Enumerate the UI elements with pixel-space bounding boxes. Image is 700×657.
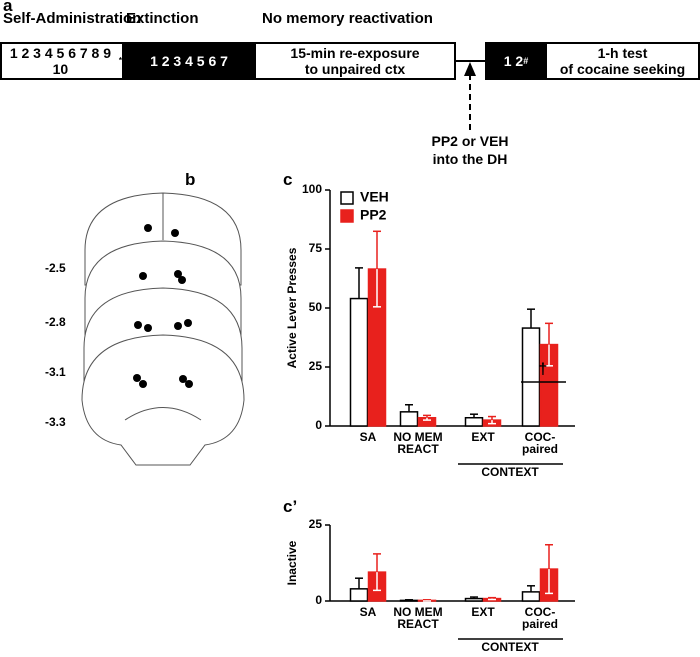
level-label: -3.1 (45, 365, 66, 379)
legend-label: VEH (360, 189, 389, 205)
box-sup: # (523, 56, 529, 66)
arrow-head (464, 62, 476, 76)
y-axis-label: Inactive (285, 540, 299, 585)
phase-header: Self-Administration (3, 10, 142, 27)
box-sup: * (118, 56, 122, 65)
error-bar (488, 596, 496, 601)
panel-label: c’ (283, 497, 298, 516)
bar (521, 591, 541, 602)
panel-label: b (185, 170, 196, 189)
phase-header: Extinction (126, 10, 199, 27)
x-tick-label: EXT (471, 430, 495, 444)
x-tick-label: SA (359, 605, 377, 619)
legend-swatch (340, 209, 354, 223)
error-bar (527, 308, 535, 329)
error-bar (373, 230, 381, 308)
x-tick-label: COC- paired (521, 605, 559, 631)
level-label: -2.8 (45, 315, 66, 329)
timeline-box: 1 2 # (485, 42, 547, 80)
box-text: 1 2 3 4 5 6 7 (150, 53, 228, 69)
brain-sections (81, 192, 245, 466)
legend-swatch (340, 191, 354, 205)
error-bar (470, 596, 478, 599)
error-bar (405, 404, 413, 412)
box-text: 1 2 3 4 5 6 7 8 9 10 (9, 45, 112, 77)
error-bar (373, 553, 381, 592)
arrow-label: PP2 or VEH into the DH (431, 133, 509, 167)
x-tick-label: COC- paired (521, 430, 559, 456)
bar (464, 416, 484, 427)
bar (349, 297, 369, 427)
bar (521, 327, 541, 427)
y-tick-label: 100 (302, 182, 322, 196)
error-bar (423, 599, 431, 602)
phase-header: No memory reactivation (262, 10, 433, 27)
error-bar (527, 585, 535, 592)
error-bar (355, 577, 363, 589)
bar (464, 597, 484, 602)
legend-label: PP2 (360, 207, 387, 223)
brain-structure (124, 407, 202, 421)
y-tick-label: 25 (309, 517, 323, 531)
error-bar (470, 413, 478, 418)
box-text: 15-min re-exposure to unpaired ctx (290, 45, 420, 77)
level-label: -2.5 (45, 261, 66, 275)
x-tick-label: NO MEM REACT (393, 605, 443, 631)
error-bar (488, 415, 496, 425)
panel-label: c (283, 170, 293, 189)
x-tick-label: EXT (471, 605, 495, 619)
timeline-box: 1 2 3 4 5 6 7 (122, 42, 256, 80)
brain-section (81, 334, 245, 466)
x-tick-label: NO MEM REACT (393, 430, 443, 456)
timeline-box: 15-min re-exposure to unpaired ctx (254, 42, 456, 80)
y-tick-label: 0 (315, 418, 322, 432)
annotation: † (539, 361, 548, 378)
panel-label: a (3, 0, 13, 15)
error-bar (545, 322, 553, 367)
y-tick-label: 50 (309, 300, 323, 314)
x-tick-label: SA (359, 430, 377, 444)
cannula-placements (133, 224, 193, 388)
group-label: CONTEXT (481, 465, 539, 479)
bar (399, 411, 419, 427)
error-bar (405, 599, 413, 601)
bar (349, 588, 369, 602)
error-bar (423, 414, 431, 421)
y-axis-label: Active Lever Presses (285, 247, 299, 368)
y-tick-label: 75 (309, 241, 323, 255)
error-bar (355, 267, 363, 299)
y-tick-label: 0 (315, 593, 322, 607)
group-label: CONTEXT (481, 640, 539, 654)
error-bar (545, 544, 553, 595)
level-label: -3.3 (45, 415, 66, 429)
timeline-box: 1 2 3 4 5 6 7 8 9 10 * (0, 42, 124, 80)
box-text: 1 2 (503, 53, 524, 69)
y-tick-label: 25 (309, 359, 323, 373)
box-text: 1-h test of cocaine seeking (559, 45, 686, 77)
timeline-box: 1-h test of cocaine seeking (545, 42, 700, 80)
